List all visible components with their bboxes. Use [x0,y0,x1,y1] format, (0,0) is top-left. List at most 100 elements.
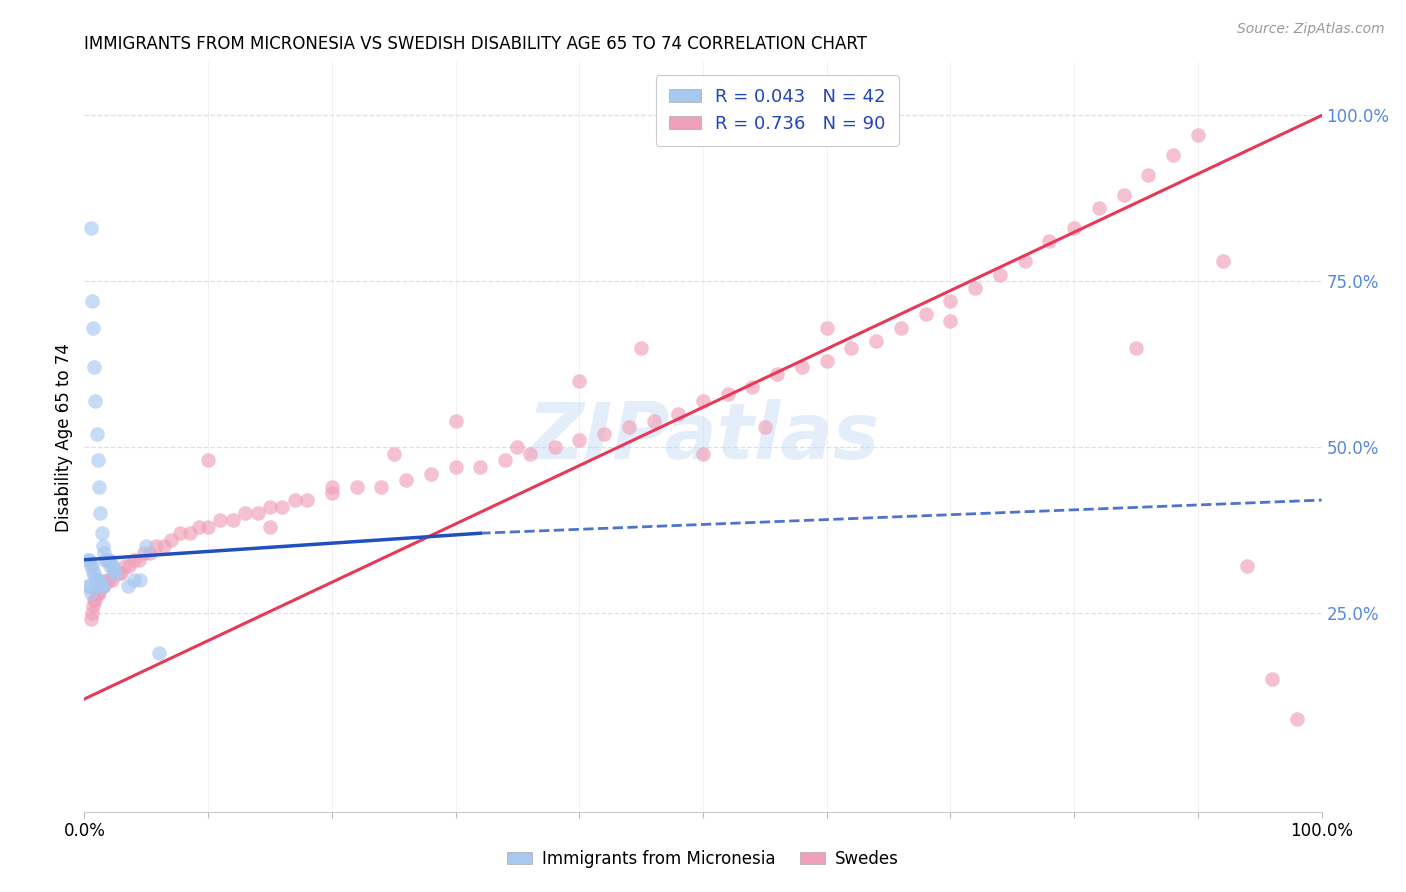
Legend: R = 0.043   N = 42, R = 0.736   N = 90: R = 0.043 N = 42, R = 0.736 N = 90 [655,75,898,145]
Point [90,579,112,593]
Point [89,480,111,494]
Point [1187,128,1209,143]
Point [321,480,343,494]
Point [84,592,107,607]
Point [259,519,281,533]
Point [84,573,107,587]
Point [197,453,219,467]
Point [83,566,105,580]
Point [965,281,987,295]
Point [84,393,107,408]
Point [79,612,101,626]
Point [91,579,114,593]
Point [122,553,145,567]
Point [370,480,392,494]
Point [82,599,104,614]
Point [382,447,405,461]
Point [89,586,111,600]
Point [865,334,887,348]
Point [284,493,307,508]
Point [630,341,652,355]
Point [122,573,145,587]
Point [108,566,131,580]
Y-axis label: Disability Age 65 to 74: Disability Age 65 to 74 [55,343,73,532]
Point [87,586,110,600]
Point [717,387,740,401]
Point [1137,168,1160,182]
Text: ZIPatlas: ZIPatlas [527,399,879,475]
Point [321,486,343,500]
Point [666,407,689,421]
Point [97,553,120,567]
Point [914,307,936,321]
Point [939,294,962,309]
Point [83,360,105,375]
Point [100,559,122,574]
Point [939,314,962,328]
Point [110,566,132,580]
Point [179,526,201,541]
Point [841,341,863,355]
Point [1112,188,1135,202]
Point [91,540,114,554]
Point [593,426,616,441]
Point [160,533,183,547]
Point [169,526,191,541]
Legend: Immigrants from Micronesia, Swedes: Immigrants from Micronesia, Swedes [501,844,905,875]
Point [90,579,112,593]
Point [79,579,101,593]
Point [890,320,912,334]
Point [89,506,111,520]
Point [444,413,467,427]
Point [815,354,838,368]
Point [766,367,789,381]
Point [128,553,150,567]
Point [988,268,1011,282]
Point [79,553,101,567]
Point [77,553,100,567]
Point [494,453,516,467]
Point [643,413,665,427]
Point [80,606,103,620]
Point [790,360,813,375]
Point [152,540,174,554]
Point [94,553,117,567]
Point [87,573,110,587]
Point [135,540,157,554]
Point [100,573,122,587]
Point [104,566,127,580]
Point [79,221,101,235]
Point [98,559,121,574]
Point [197,519,219,533]
Point [568,374,591,388]
Point [568,434,591,448]
Point [233,506,256,520]
Point [148,646,170,660]
Point [815,320,838,334]
Point [93,546,115,560]
Point [117,579,139,593]
Point [96,573,118,587]
Point [209,513,232,527]
Point [86,573,108,587]
Point [1088,202,1111,216]
Point [741,380,763,394]
Point [129,573,152,587]
Point [444,459,467,474]
Point [101,559,124,574]
Point [1125,341,1147,355]
Point [1038,235,1060,249]
Point [692,393,714,408]
Point [1014,254,1036,268]
Text: IMMIGRANTS FROM MICRONESIA VS SWEDISH DISABILITY AGE 65 TO 74 CORRELATION CHART: IMMIGRANTS FROM MICRONESIA VS SWEDISH DI… [84,35,868,53]
Point [86,426,108,441]
Point [419,467,441,481]
Point [83,592,105,607]
Point [1261,672,1284,686]
Point [519,447,541,461]
Point [692,447,714,461]
Point [90,526,112,541]
Point [103,566,125,580]
Point [1236,559,1258,574]
Point [89,573,111,587]
